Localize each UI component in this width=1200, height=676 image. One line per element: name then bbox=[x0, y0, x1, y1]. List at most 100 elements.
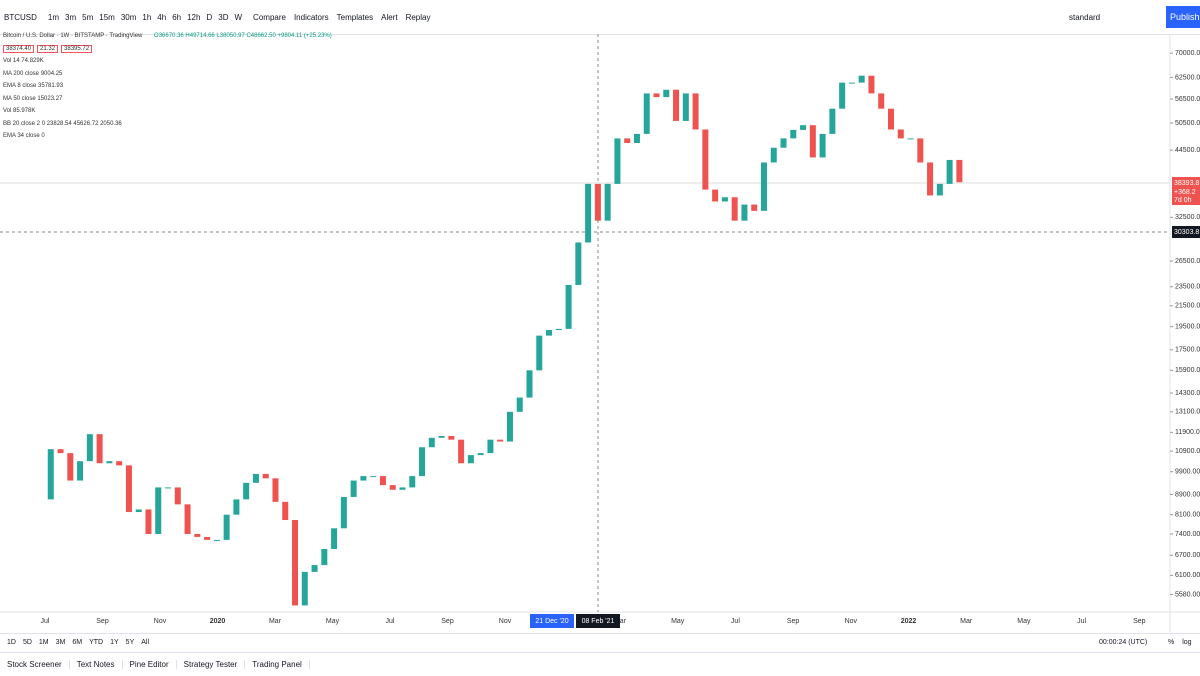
candle bbox=[614, 138, 620, 183]
indicator-row: MA 50 close 15023.27 bbox=[3, 93, 332, 106]
candle bbox=[224, 515, 230, 540]
candle bbox=[536, 336, 542, 371]
tab[interactable]: Strategy Tester bbox=[177, 660, 246, 669]
range-button[interactable]: YTD bbox=[89, 639, 103, 646]
indicator: EMA 34 close 0 bbox=[3, 133, 45, 139]
price-box: 38374.40 bbox=[3, 45, 34, 53]
candle bbox=[956, 160, 962, 182]
candle bbox=[58, 449, 64, 453]
y-tick-label: 26500.00 bbox=[1175, 258, 1200, 265]
indicator-row: Vol 85.978K bbox=[3, 105, 332, 118]
x-tick-label: May bbox=[326, 618, 340, 625]
range-button[interactable]: All bbox=[141, 639, 149, 646]
indicator-row: Vol 14 74.829K bbox=[3, 55, 332, 68]
range-button[interactable]: 6M bbox=[72, 639, 82, 646]
x-tick-label: Sep bbox=[441, 618, 454, 625]
candle bbox=[67, 453, 73, 480]
tab[interactable]: Stock Screener bbox=[0, 660, 70, 669]
candle bbox=[663, 90, 669, 97]
candle bbox=[585, 184, 591, 243]
candle bbox=[566, 285, 572, 329]
price-box: 38395.72 bbox=[61, 45, 92, 53]
indicator-row: BB 20 close 2 0 23828.54 45626.72 2050.3… bbox=[3, 118, 332, 131]
candle bbox=[253, 474, 259, 483]
y-tick-label: 8100.00 bbox=[1175, 512, 1200, 519]
candle bbox=[370, 476, 376, 477]
candle bbox=[595, 184, 601, 221]
y-tick-label: 21500.00 bbox=[1175, 303, 1200, 310]
x-tick-label: 2020 bbox=[210, 618, 226, 625]
tab[interactable]: Pine Editor bbox=[123, 660, 177, 669]
candle bbox=[673, 90, 679, 121]
candle bbox=[829, 109, 835, 134]
candle bbox=[399, 487, 405, 489]
x-tick-label: Mar bbox=[960, 618, 973, 625]
candle bbox=[458, 440, 464, 464]
range-button[interactable]: 1Y bbox=[110, 639, 119, 646]
scale-options: %logauto bbox=[1160, 639, 1200, 646]
range-button[interactable]: 5D bbox=[23, 639, 32, 646]
candle bbox=[429, 438, 435, 447]
indicator-row: EMA 8 close 35781.93 bbox=[3, 80, 332, 93]
scale-option[interactable]: % bbox=[1168, 639, 1174, 646]
candle bbox=[165, 487, 171, 488]
y-tick-label: 5580.00 bbox=[1175, 591, 1200, 598]
range-button[interactable]: 1M bbox=[39, 639, 49, 646]
candle bbox=[185, 504, 191, 534]
legend: Bitcoin / U.S. Dollar · 1W · BITSTAMP · … bbox=[3, 30, 332, 143]
candle bbox=[605, 184, 611, 221]
x-tick-label: Jul bbox=[731, 618, 740, 625]
indicator: EMA 8 close 35781.93 bbox=[3, 83, 63, 89]
range-button[interactable]: 5Y bbox=[126, 639, 135, 646]
y-tick-label: 7400.00 bbox=[1175, 531, 1200, 538]
candle bbox=[556, 329, 562, 330]
legend-title: Bitcoin / U.S. Dollar · 1W · BITSTAMP · … bbox=[3, 33, 142, 39]
tab[interactable]: Trading Panel bbox=[245, 660, 310, 669]
scale-option[interactable]: log bbox=[1182, 639, 1191, 646]
candle bbox=[360, 476, 366, 480]
candle bbox=[48, 449, 54, 499]
candle bbox=[448, 436, 454, 440]
candle bbox=[839, 83, 845, 109]
candle bbox=[282, 502, 288, 520]
y-tick-label: 50500.00 bbox=[1175, 120, 1200, 127]
candle bbox=[761, 162, 767, 210]
y-tick-label: 11900.00 bbox=[1175, 429, 1200, 436]
candle bbox=[272, 478, 278, 502]
y-tick-label: 14300.00 bbox=[1175, 390, 1200, 397]
candle bbox=[419, 447, 425, 476]
range-button[interactable]: 1D bbox=[7, 639, 16, 646]
candle bbox=[194, 534, 200, 537]
candle bbox=[517, 398, 523, 412]
y-tick-label: 62500.00 bbox=[1175, 74, 1200, 81]
candle bbox=[859, 76, 865, 83]
y-tick-label: 6100.00 bbox=[1175, 572, 1200, 579]
y-tick-label: 44500.00 bbox=[1175, 147, 1200, 154]
candle bbox=[722, 197, 728, 201]
x-tick-label: Sep bbox=[96, 618, 109, 625]
candle bbox=[888, 109, 894, 130]
time-highlight: 21 Dec '20 bbox=[535, 618, 568, 625]
candle bbox=[478, 453, 484, 455]
candle bbox=[927, 162, 933, 195]
y-tick-label: 17500.00 bbox=[1175, 347, 1200, 354]
indicator: BB 20 close 2 0 23828.54 45626.72 2050.3… bbox=[3, 121, 122, 127]
candle bbox=[790, 130, 796, 138]
candle bbox=[341, 497, 347, 528]
tab[interactable]: Text Notes bbox=[70, 660, 123, 669]
last-price: 38393.8 bbox=[1174, 180, 1199, 187]
indicator: MA 50 close 15023.27 bbox=[3, 96, 62, 102]
candle bbox=[702, 129, 708, 189]
candle bbox=[468, 455, 474, 463]
range-button[interactable]: 3M bbox=[56, 639, 66, 646]
candle bbox=[693, 93, 699, 129]
candle bbox=[868, 76, 874, 94]
candle bbox=[624, 138, 630, 143]
x-tick-label: Nov bbox=[845, 618, 858, 625]
y-tick-label: 9900.00 bbox=[1175, 469, 1200, 476]
candle bbox=[116, 461, 122, 465]
